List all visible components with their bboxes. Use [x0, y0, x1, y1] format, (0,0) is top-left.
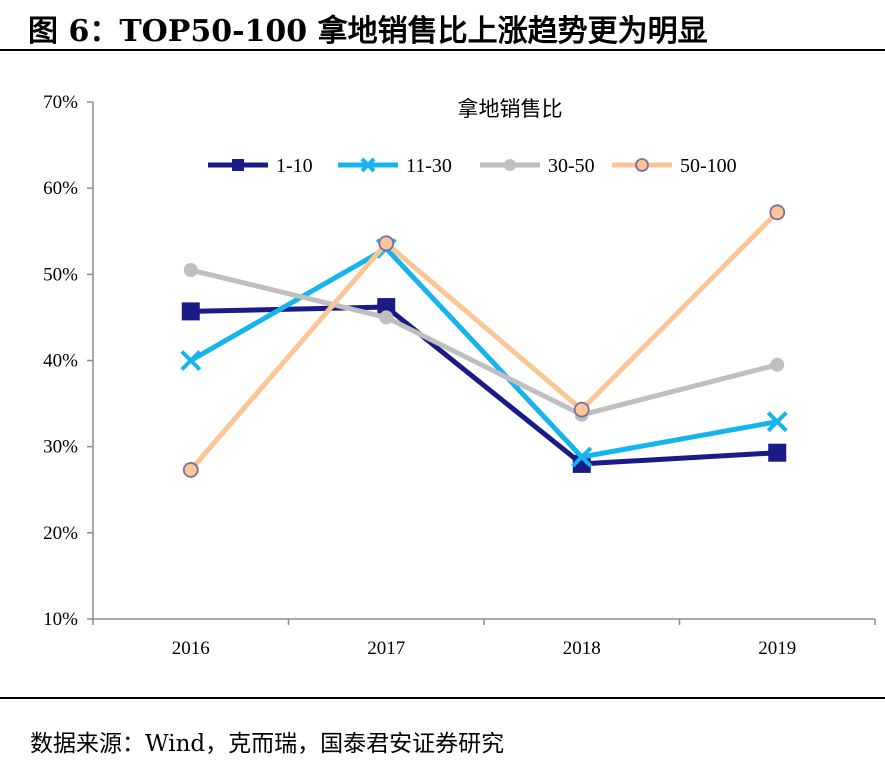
marker-stroke — [571, 446, 593, 468]
legend-label: 1-10 — [276, 155, 313, 177]
data-point — [378, 235, 395, 252]
data-point — [766, 411, 788, 433]
series-line — [190, 304, 778, 467]
y-tick-label: 20% — [43, 523, 78, 544]
y-tick-label: 50% — [43, 264, 78, 285]
legend-marker — [360, 157, 376, 173]
marker-stroke — [360, 157, 376, 173]
x-tick-label: 2016 — [172, 638, 210, 659]
data-point — [768, 443, 787, 462]
legend-label: 50-100 — [680, 155, 737, 177]
series-line — [190, 267, 778, 418]
y-tick-label: 60% — [43, 178, 78, 199]
y-tick-label: 10% — [43, 609, 78, 630]
series-50-100 — [182, 204, 786, 478]
legend-marker — [232, 159, 244, 171]
legend-label: 30-50 — [548, 155, 595, 177]
x-tick-label: 2018 — [563, 638, 601, 659]
marker-stroke — [766, 411, 788, 433]
figure-header: 图 6：TOP50-100 拿地销售比上涨趋势更为明显 — [0, 0, 885, 50]
y-tick-label: 30% — [43, 437, 78, 458]
legend-label: 11-30 — [406, 155, 452, 177]
line-chart: 10% 20% 30% 40% 50% 60% 70% 2016 2017 2018 2019 拿地… — [43, 92, 876, 659]
data-point — [379, 310, 394, 325]
data-point — [182, 462, 199, 478]
figure-title: 图 6：TOP50-100 拿地销售比上涨趋势更为明显 — [28, 14, 708, 49]
data-point — [769, 204, 786, 221]
data-point — [181, 302, 200, 321]
y-tick-label: 40% — [43, 351, 78, 372]
series-30-50 — [183, 263, 785, 422]
y-tick-label: 70% — [43, 92, 78, 113]
legend-item: 11-30 — [338, 155, 452, 177]
legend-item: 30-50 — [480, 155, 595, 177]
data-point — [770, 357, 785, 372]
chart-axes: 10% 20% 30% 40% 50% 60% 70% 2016 2017 2018 2019 — [43, 92, 876, 659]
footer-rule — [0, 697, 885, 699]
chart-title: 拿地销售比 — [458, 97, 563, 121]
chart-series — [180, 204, 788, 478]
data-point — [573, 401, 590, 418]
legend-item: 50-100 — [612, 155, 737, 177]
legend-marker — [504, 159, 516, 171]
data-point — [180, 350, 202, 371]
legend-item: 1-10 — [208, 155, 313, 177]
x-tick-label: 2017 — [367, 638, 405, 659]
data-point — [183, 263, 198, 278]
source-note: 数据来源：Wind，克而瑞，国泰君安证券研究 — [30, 731, 505, 757]
series-1-10 — [181, 298, 787, 473]
series-line — [188, 210, 780, 472]
x-tick-label: 2019 — [758, 638, 796, 659]
chart-legend: 1-10 11-30 30-50 50-100 — [208, 155, 737, 177]
series-11-30 — [180, 238, 788, 468]
legend-marker — [635, 158, 649, 172]
series-line — [189, 245, 778, 460]
header-rule — [0, 49, 885, 51]
marker-stroke — [180, 350, 202, 371]
data-point — [377, 298, 396, 317]
data-point — [571, 446, 593, 468]
